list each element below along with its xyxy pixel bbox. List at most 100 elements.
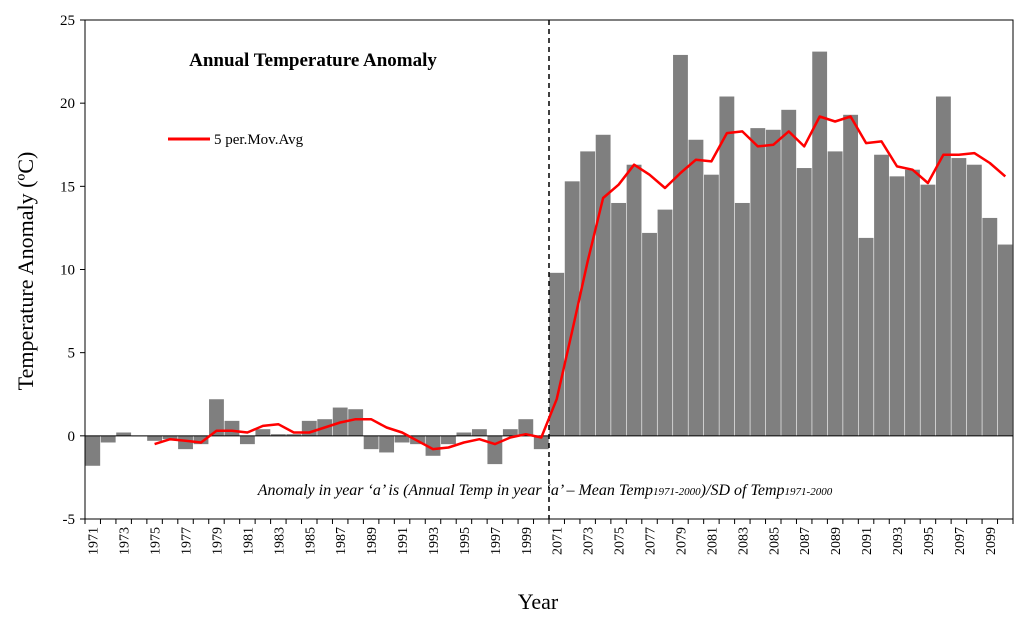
- y-tick-label: -5: [63, 512, 76, 528]
- x-tick-label-1975: 1975: [149, 527, 164, 555]
- x-tick-label-2093: 2093: [891, 527, 906, 555]
- x-tick-label-2095: 2095: [922, 527, 937, 555]
- bar-2081: [703, 174, 719, 436]
- y-tick-label: 0: [68, 429, 76, 445]
- x-tick-label-1997: 1997: [489, 527, 504, 555]
- x-tick-label-2075: 2075: [613, 527, 628, 555]
- annotation-subscript-2: 1971-2000: [785, 486, 833, 498]
- annotation-subscript-1: 1971-2000: [653, 486, 701, 498]
- bar-2088: [812, 51, 828, 436]
- bar-2097: [951, 158, 967, 436]
- bar-2082: [719, 96, 735, 436]
- bar-series: [85, 51, 1013, 466]
- x-tick-label-2085: 2085: [767, 527, 782, 555]
- x-tick-label-2087: 2087: [798, 527, 813, 555]
- y-tick-label: 25: [60, 13, 75, 29]
- x-tick-label-1973: 1973: [118, 527, 133, 555]
- bar-1984: [286, 434, 302, 436]
- x-tick-label-1987: 1987: [334, 527, 349, 555]
- x-tick-label-1985: 1985: [303, 527, 318, 555]
- bar-1976: [162, 435, 178, 440]
- bar-1971: [85, 435, 101, 466]
- bar-2092: [874, 154, 889, 436]
- bar-2091: [858, 237, 874, 436]
- x-tick-label-2097: 2097: [953, 527, 968, 555]
- x-axis-ticks: 1971 1973 1975 1977 1979 1981 1983 1985 1987 1989…: [84, 519, 1014, 555]
- y-axis-ticks: -5 0 5 10 15 20 25: [60, 13, 85, 528]
- bar-2074: [595, 134, 611, 436]
- bar-1981: [239, 435, 255, 445]
- x-tick-label-1979: 1979: [211, 527, 226, 555]
- bar-2071: [549, 272, 565, 436]
- x-tick-label-2071: 2071: [551, 527, 566, 555]
- bar-1982: [255, 429, 271, 436]
- bar-1988: [348, 409, 364, 436]
- chart-title: Annual Temperature Anomaly: [189, 50, 437, 71]
- y-tick-label: 20: [60, 96, 75, 112]
- bar-2072: [564, 181, 580, 436]
- bar-2086: [781, 109, 797, 436]
- bar-1999: [518, 419, 534, 436]
- x-tick-label-2081: 2081: [705, 527, 720, 555]
- bar-2096: [935, 96, 951, 436]
- bar-2084: [750, 128, 766, 436]
- bar-2087: [796, 168, 812, 436]
- annotation-part-2: )/SD of Temp: [700, 482, 785, 499]
- bar-2083: [734, 202, 750, 436]
- bar-2099: [982, 217, 998, 436]
- bar-2077: [642, 232, 657, 436]
- x-axis-title: Year: [518, 589, 559, 614]
- bar-2095: [920, 184, 936, 436]
- x-tick-label-2083: 2083: [736, 527, 751, 555]
- x-tick-label-1995: 1995: [458, 527, 473, 555]
- bar-1995: [456, 432, 472, 436]
- bar-2079: [673, 54, 688, 436]
- bar-1997: [487, 435, 503, 465]
- y-tick-label: 5: [68, 346, 76, 362]
- x-tick-label-2079: 2079: [675, 527, 690, 555]
- bar-1980: [224, 420, 240, 436]
- bar-1973: [116, 432, 132, 436]
- bar-1994: [441, 435, 456, 445]
- moving-average-series: [154, 115, 1007, 451]
- bar-2090: [843, 114, 859, 436]
- bar-2098: [966, 164, 982, 436]
- bar-2076: [626, 164, 642, 436]
- bar-1996: [471, 429, 487, 436]
- x-tick-label-1983: 1983: [272, 527, 287, 555]
- x-tick-label-1981: 1981: [241, 527, 256, 555]
- moving-average-line: [154, 115, 1007, 451]
- y-tick-label: 10: [60, 263, 75, 279]
- bar-1983: [270, 434, 286, 436]
- bar-2085: [765, 129, 781, 436]
- x-tick-label-1991: 1991: [396, 527, 411, 555]
- bar-1989: [363, 435, 379, 450]
- bar-1998: [502, 429, 518, 436]
- bar-1972: [100, 435, 116, 443]
- bar-2093: [889, 176, 905, 436]
- x-tick-label-1971: 1971: [87, 527, 102, 555]
- y-axis-title: Temperature Anomaly (ºC): [13, 152, 38, 391]
- bar-1977: [178, 435, 193, 450]
- x-tick-label-2099: 2099: [984, 527, 999, 555]
- bar-2075: [611, 202, 627, 436]
- bar-2073: [580, 151, 596, 436]
- legend-label: 5 per.Mov.Avg: [214, 132, 304, 148]
- annotation-part-1: Anomaly in year ‘a’ is (Annual Temp in y…: [257, 482, 653, 499]
- x-tick-label-2089: 2089: [829, 527, 844, 555]
- bar-2094: [905, 169, 920, 436]
- x-tick-label-2073: 2073: [582, 527, 597, 555]
- bar-1975: [147, 435, 163, 441]
- bar-2000: [533, 435, 549, 450]
- annotation-note: Anomaly in year ‘a’ is (Annual Temp in y…: [257, 482, 833, 499]
- x-tick-label-1989: 1989: [365, 527, 380, 555]
- x-tick-label-2077: 2077: [644, 527, 659, 555]
- bar-2089: [827, 151, 843, 436]
- bar-2078: [657, 209, 673, 436]
- x-tick-label-2091: 2091: [860, 527, 875, 555]
- bar-2080: [688, 139, 704, 436]
- bar-1993: [425, 435, 441, 456]
- x-tick-label-1999: 1999: [520, 527, 535, 555]
- bar-1978: [193, 435, 209, 445]
